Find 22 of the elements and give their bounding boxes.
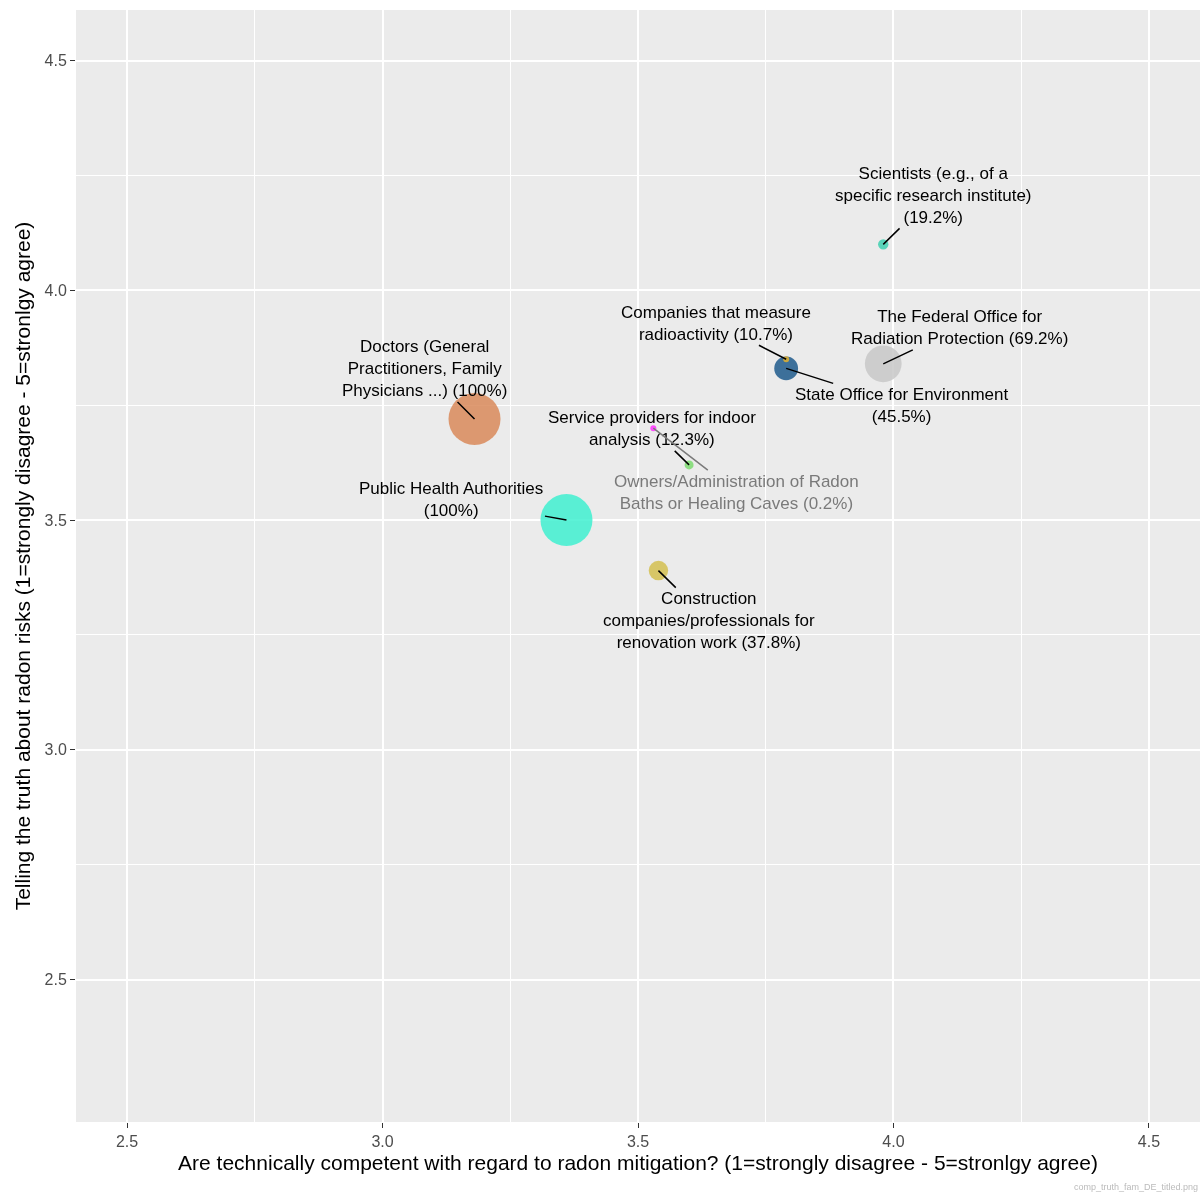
x-axis-title: Are technically competent with regard to radon mitigation? (1=strongly disagree - 5=stronlgy agree) [178,1151,1098,1175]
annotation: Public Health Authorities (100%) [359,479,544,521]
annotation: Owners/Administration of Radon Baths or Healing Caves (0.2%) [614,472,859,514]
x-tick-label: 3.0 [371,1133,394,1151]
annotation: Doctors (General Practitioners, Family Physicians ...) (100%) [342,337,508,401]
text: comp_truth_fam_DE_titled.png [1074,1182,1199,1192]
x-tick-label: 4.0 [882,1133,905,1151]
annotation: Construction companies/professionals for renovation work (37.8%) [603,589,815,653]
y-tick-label: 3.5 [44,511,67,529]
y-axis-title: Telling the truth about radon risks (1=strongly disagree - 5=stronlgy agree) [10,221,34,911]
x-tick-label: 2.5 [115,1133,139,1151]
x-tick-label: 4.5 [1137,1133,1161,1151]
annotation: Companies that measure radioactivity (10.7%) [621,303,811,345]
annotation: Service providers for indoor analysis (12.3%) [548,408,757,450]
y-tick-label: 2.5 [44,971,67,989]
x-tick-label: 3.5 [626,1133,650,1151]
annotation: Scientists (e.g., of a specific research institute) (19.2%) [835,164,1032,228]
y-tick-label: 3.0 [44,741,67,759]
y-tick-label: 4.0 [44,281,67,299]
y-tick-label: 4.5 [44,52,67,70]
annotation: The Federal Office for Radiation Protection (69.2%) [851,307,1069,349]
annotation: State Office for Environment (45.5%) [795,385,1009,427]
